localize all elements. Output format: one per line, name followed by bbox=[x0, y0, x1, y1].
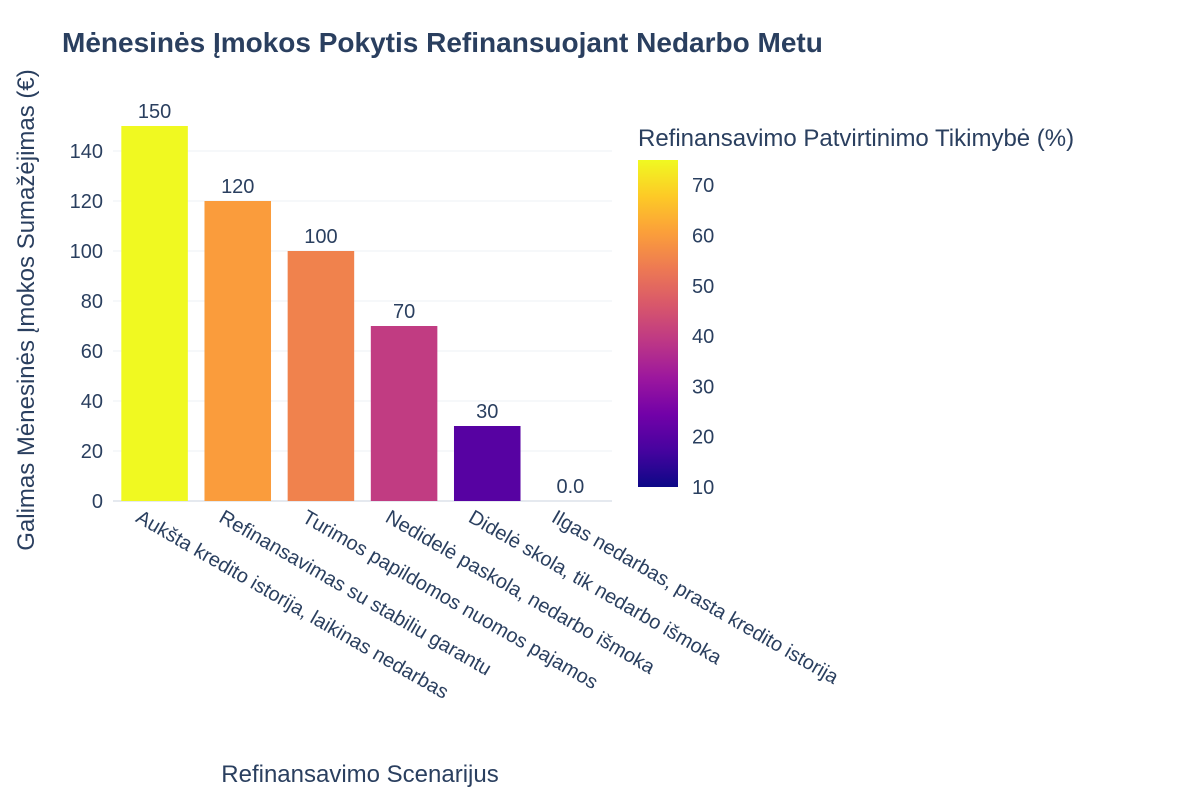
y-tick-label: 120 bbox=[70, 191, 103, 213]
x-axis-label: Refinansavimo Scenarijus bbox=[221, 761, 498, 788]
data-label: 120 bbox=[221, 176, 254, 198]
y-tick-label: 0 bbox=[92, 491, 103, 513]
y-tick-label: 60 bbox=[81, 341, 103, 363]
colorbar-tick-label: 50 bbox=[692, 276, 714, 298]
bar bbox=[287, 251, 355, 501]
y-tick-label: 40 bbox=[81, 391, 103, 413]
bar bbox=[453, 426, 521, 501]
data-label: 150 bbox=[138, 101, 171, 123]
colorbar-tick-label: 60 bbox=[692, 225, 714, 247]
colorbar-tick-label: 30 bbox=[692, 376, 714, 398]
data-label: 30 bbox=[476, 401, 498, 423]
bar bbox=[121, 126, 188, 501]
bar bbox=[370, 326, 438, 501]
colorbar bbox=[638, 160, 678, 487]
colorbar-title: Refinansavimo Patvirtinimo Tikimybė (%) bbox=[638, 125, 1074, 152]
data-label: 0.0 bbox=[557, 476, 585, 498]
y-tick-label: 20 bbox=[81, 441, 103, 463]
colorbar-tick-label: 20 bbox=[692, 427, 714, 449]
data-label: 70 bbox=[393, 301, 415, 323]
y-tick-label: 80 bbox=[81, 291, 103, 313]
data-label: 100 bbox=[304, 226, 337, 248]
y-tick-label: 140 bbox=[70, 141, 103, 163]
colorbar-tick-label: 70 bbox=[692, 175, 714, 197]
y-axis-label: Galimas Mėnesinės Įmokos Sumažėjimas (€) bbox=[13, 69, 40, 551]
colorbar-tick-label: 10 bbox=[692, 477, 714, 499]
bar bbox=[204, 201, 272, 501]
y-tick-label: 100 bbox=[70, 241, 103, 263]
chart-title: Mėnesinės Įmokos Pokytis Refinansuojant … bbox=[62, 27, 823, 58]
colorbar-tick-label: 40 bbox=[692, 326, 714, 348]
